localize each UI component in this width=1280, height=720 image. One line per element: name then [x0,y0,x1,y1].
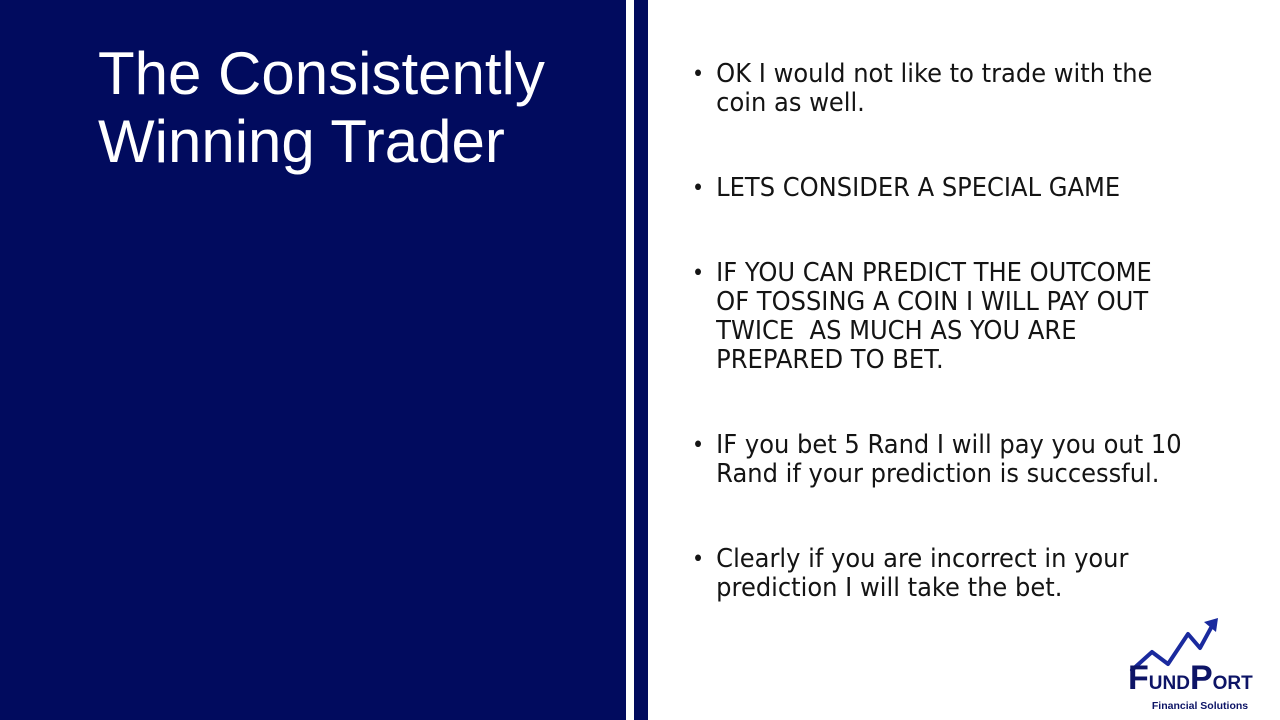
slide-title-line: Winning Trader [98,108,505,175]
bullet-text-line: Rand if your prediction is successful. [716,459,1160,489]
logo-letter: F [1128,659,1149,697]
bullet-text-line: PREPARED TO BET. [716,345,944,375]
bullet-icon: • [692,62,705,87]
title-panel: The Consistently Winning Trader [0,0,626,720]
divider-bar [634,0,648,720]
bullet-icon: • [692,176,705,201]
bullet-text-line: prediction I will take the bet. [716,573,1063,603]
bullet-icon: • [692,547,705,572]
bullet-text-line: TWICE AS MUCH AS YOU ARE [716,316,1077,346]
bullet-text-line: IF YOU CAN PREDICT THE OUTCOME [716,258,1152,288]
logo-letters: ORT [1212,673,1253,694]
bullet-text-line: OK I would not like to trade with the [716,59,1153,89]
bullet-icon: • [692,261,705,286]
logo-letter: P [1189,659,1213,697]
rising-arrow-icon [1130,618,1218,672]
bullet-item: • IF you bet 5 Rand I will pay you out 1… [692,431,1274,489]
bullet-text-line: Clearly if you are incorrect in your [716,544,1129,574]
bullet-text-line: LETS CONSIDER A SPECIAL GAME [716,173,1121,203]
panel-gap [626,0,634,720]
bullet-list: • OK I would not like to trade with the … [692,60,1264,603]
bullet-item: • LETS CONSIDER A SPECIAL GAME [692,174,1274,203]
bullet-text-line: OF TOSSING A COIN I WILL PAY OUT [716,287,1149,317]
bullet-item: • OK I would not like to trade with the … [692,60,1274,118]
bullet-text-line: IF you bet 5 Rand I will pay you out 10 [716,430,1182,460]
logo-letters: UND [1148,673,1190,694]
logo-tagline: Financial Solutions [1151,700,1249,712]
logo-wordmark: FUNDPORT [1128,658,1253,704]
slide-title-line: The Consistently [98,40,545,107]
slide-title: The Consistently Winning Trader [98,40,618,176]
bullet-item: • Clearly if you are incorrect in your p… [692,545,1274,603]
bullet-icon: • [692,433,705,458]
bullet-text-line: coin as well. [716,88,865,118]
bullet-item: • IF YOU CAN PREDICT THE OUTCOME OF TOSS… [692,259,1274,375]
fundport-logo: FUNDPORT Financial Solutions [1126,616,1274,712]
